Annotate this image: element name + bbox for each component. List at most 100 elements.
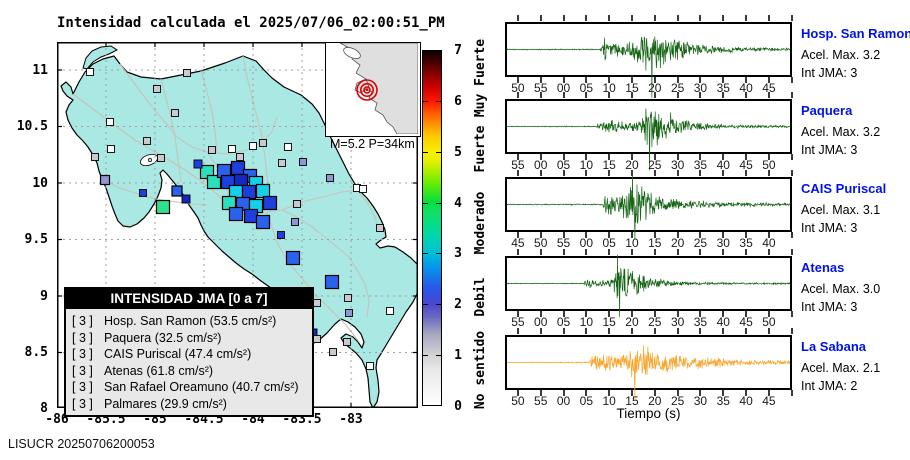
station-accel-max: Acel. Max. 3.1: [801, 203, 881, 217]
tick-mark: [539, 77, 542, 83]
time-tick-label: 05: [602, 236, 616, 250]
intensity-marker: [99, 174, 111, 186]
station-int-jma: Int JMA: 3: [801, 66, 858, 80]
tick-mark: [516, 311, 519, 317]
intensity-marker: [107, 145, 115, 153]
intensity-marker: [359, 185, 367, 193]
colorbar-tick: [436, 304, 441, 306]
station-int-jma: Int JMA: 2: [801, 379, 858, 393]
intensity-marker: [236, 153, 244, 161]
tick-mark: [767, 249, 770, 255]
time-tick-label: 30: [670, 158, 685, 172]
intensity-marker: [249, 142, 257, 150]
axis-ticks: [505, 170, 793, 176]
tick-mark: [676, 249, 679, 255]
waveform: [506, 172, 791, 240]
time-tick-label: 10: [579, 158, 594, 172]
tick-mark: [790, 328, 793, 334]
tick-mark: [630, 77, 633, 83]
time-tick-label: 55: [556, 236, 571, 250]
tick-mark: [790, 232, 793, 238]
time-tick-label: 05: [579, 394, 594, 408]
tick-mark: [722, 328, 725, 334]
colorbar-tick: [423, 202, 428, 204]
tick-mark: [630, 390, 633, 396]
tick-mark: [767, 170, 770, 176]
station-name: Paquera: [801, 103, 853, 118]
colorbar-tick-label: 2: [454, 297, 462, 313]
tick-mark: [562, 170, 565, 176]
tick-mark: [585, 92, 588, 98]
time-tick-label: 20: [625, 315, 639, 329]
intensity-marker: [313, 299, 321, 307]
axis-ticks: [505, 15, 793, 21]
latitude-tick-label: 10.5: [16, 119, 48, 135]
time-tick-label: 05: [556, 158, 571, 172]
axis-ticks: [505, 311, 793, 317]
tick-mark: [745, 154, 748, 160]
tick-mark: [585, 170, 588, 176]
intensity-colorbar: [422, 50, 442, 406]
intensity-marker: [291, 218, 299, 226]
time-tick-label: 25: [648, 158, 662, 172]
time-tick-label: 30: [670, 315, 685, 329]
tick-mark: [653, 92, 656, 98]
tick-mark: [745, 170, 748, 176]
intensity-marker: [284, 143, 292, 151]
epicenter-icon: [356, 79, 378, 101]
intensity-marker: [139, 189, 147, 197]
tick-mark: [608, 249, 611, 255]
intensity-marker: [329, 348, 337, 356]
tick-mark: [630, 328, 633, 334]
tick-mark: [608, 92, 611, 98]
tick-mark: [790, 311, 793, 317]
tick-mark: [585, 154, 588, 160]
tick-mark: [745, 15, 748, 21]
intensity-marker: [243, 208, 259, 224]
time-axis-ticks: 50 55 00 05 10 15 20 25 30 35 40 45: [505, 81, 792, 95]
axis-ticks: [505, 154, 793, 160]
tick-mark: [790, 249, 793, 255]
intensity-marker: [376, 224, 384, 232]
time-tick-label: 55: [511, 158, 525, 172]
intensity-marker: [345, 309, 353, 317]
tick-mark: [562, 154, 565, 160]
latitude-tick-label: 8.5: [24, 345, 48, 360]
tick-mark: [790, 92, 793, 98]
tick-mark: [608, 328, 611, 334]
tick-mark: [676, 154, 679, 160]
tick-mark: [676, 15, 679, 21]
time-tick-label: 50: [762, 158, 776, 172]
tick-mark: [630, 249, 633, 255]
tick-mark: [699, 77, 702, 83]
time-tick-label: 15: [625, 81, 639, 95]
tick-mark: [767, 311, 770, 317]
tick-mark: [653, 311, 656, 317]
tick-mark: [562, 249, 565, 255]
tick-mark: [539, 311, 542, 317]
intensity-marker: [324, 274, 340, 290]
intensity-marker: [193, 159, 203, 169]
tick-mark: [676, 77, 679, 83]
intensity-marker: [278, 159, 286, 167]
tick-mark: [608, 311, 611, 317]
intensity-marker: [299, 158, 307, 166]
tick-mark: [562, 77, 565, 83]
time-tick-label: 00: [534, 158, 548, 172]
intensity-marker: [293, 200, 301, 208]
station-accel-max: Acel. Max. 2.1: [801, 361, 881, 375]
intensity-marker: [313, 335, 321, 343]
tick-mark: [699, 328, 702, 334]
legend-item-label: Paquera (32.5 cm/s²): [104, 330, 222, 345]
time-tick-label: 30: [693, 394, 708, 408]
tick-mark: [653, 232, 656, 238]
colorbar-tick: [436, 253, 441, 255]
tick-mark: [676, 311, 679, 317]
legend-item: [ 3 ] Palmares (29.9 cm/s²): [72, 396, 306, 413]
time-tick-label: 05: [556, 315, 571, 329]
intensity-marker: [255, 214, 271, 230]
tick-mark: [676, 328, 679, 334]
tick-mark: [722, 232, 725, 238]
legend-item: [ 3 ] CAIS Puriscal (47.4 cm/s²): [72, 346, 306, 363]
colorbar-tick-label: 5: [454, 144, 462, 160]
